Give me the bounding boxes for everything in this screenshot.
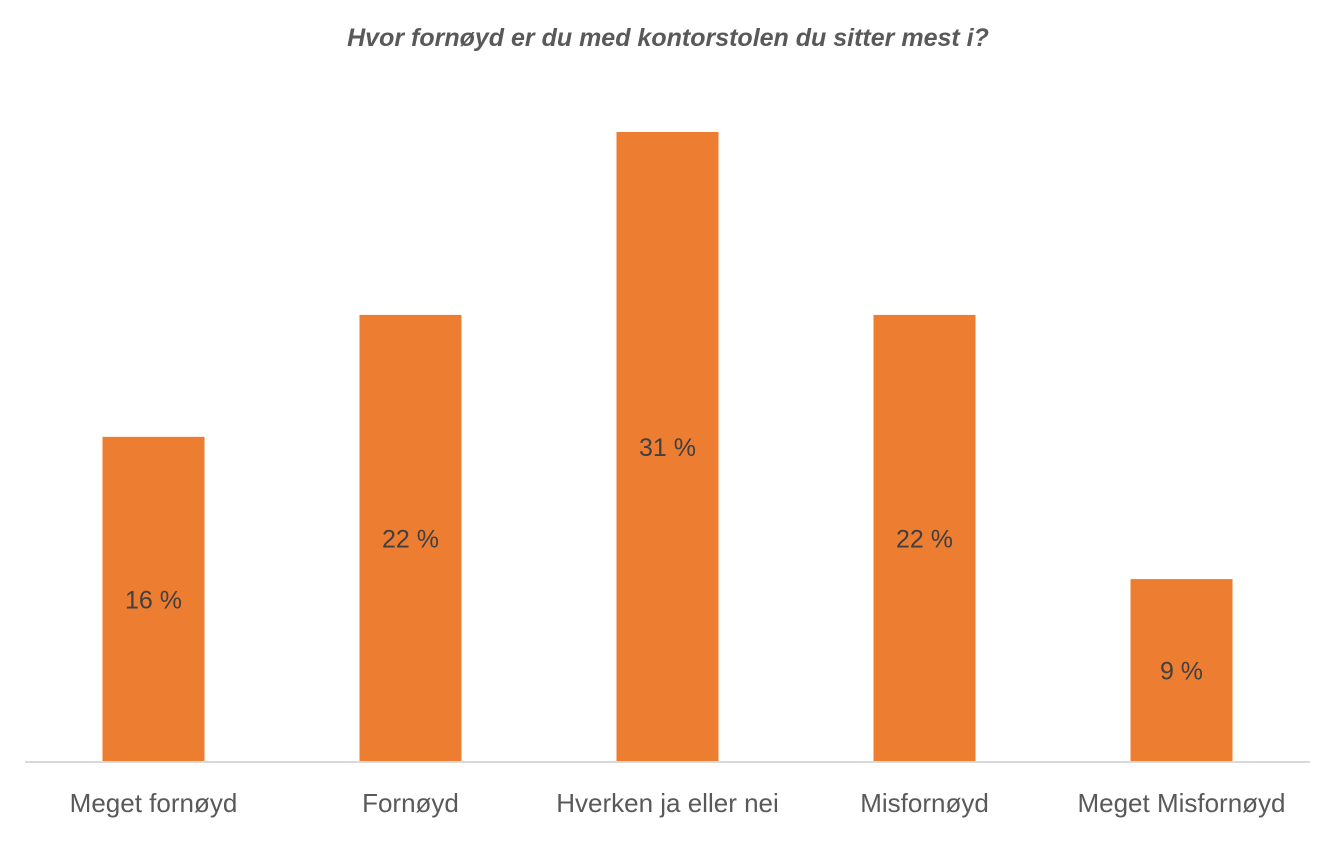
x-tick-label: Hverken ja eller nei bbox=[556, 788, 779, 818]
data-label: 9 % bbox=[1160, 658, 1203, 686]
bar bbox=[102, 436, 205, 762]
x-tick-label: Fornøyd bbox=[362, 788, 459, 818]
data-label: 22 % bbox=[382, 525, 439, 553]
bar bbox=[873, 314, 976, 762]
x-tick-label: Meget Misfornøyd bbox=[1077, 788, 1285, 818]
data-label: 31 % bbox=[639, 434, 696, 462]
bar bbox=[616, 132, 719, 762]
bar bbox=[359, 314, 462, 762]
data-label: 16 % bbox=[125, 586, 182, 614]
x-tick-label: Meget fornøyd bbox=[70, 788, 238, 818]
data-label: 22 % bbox=[896, 525, 953, 553]
chart-title: Hvor fornøyd er du med kontorstolen du s… bbox=[347, 24, 989, 52]
x-tick-label: Misfornøyd bbox=[860, 788, 989, 818]
bar bbox=[1130, 579, 1233, 762]
